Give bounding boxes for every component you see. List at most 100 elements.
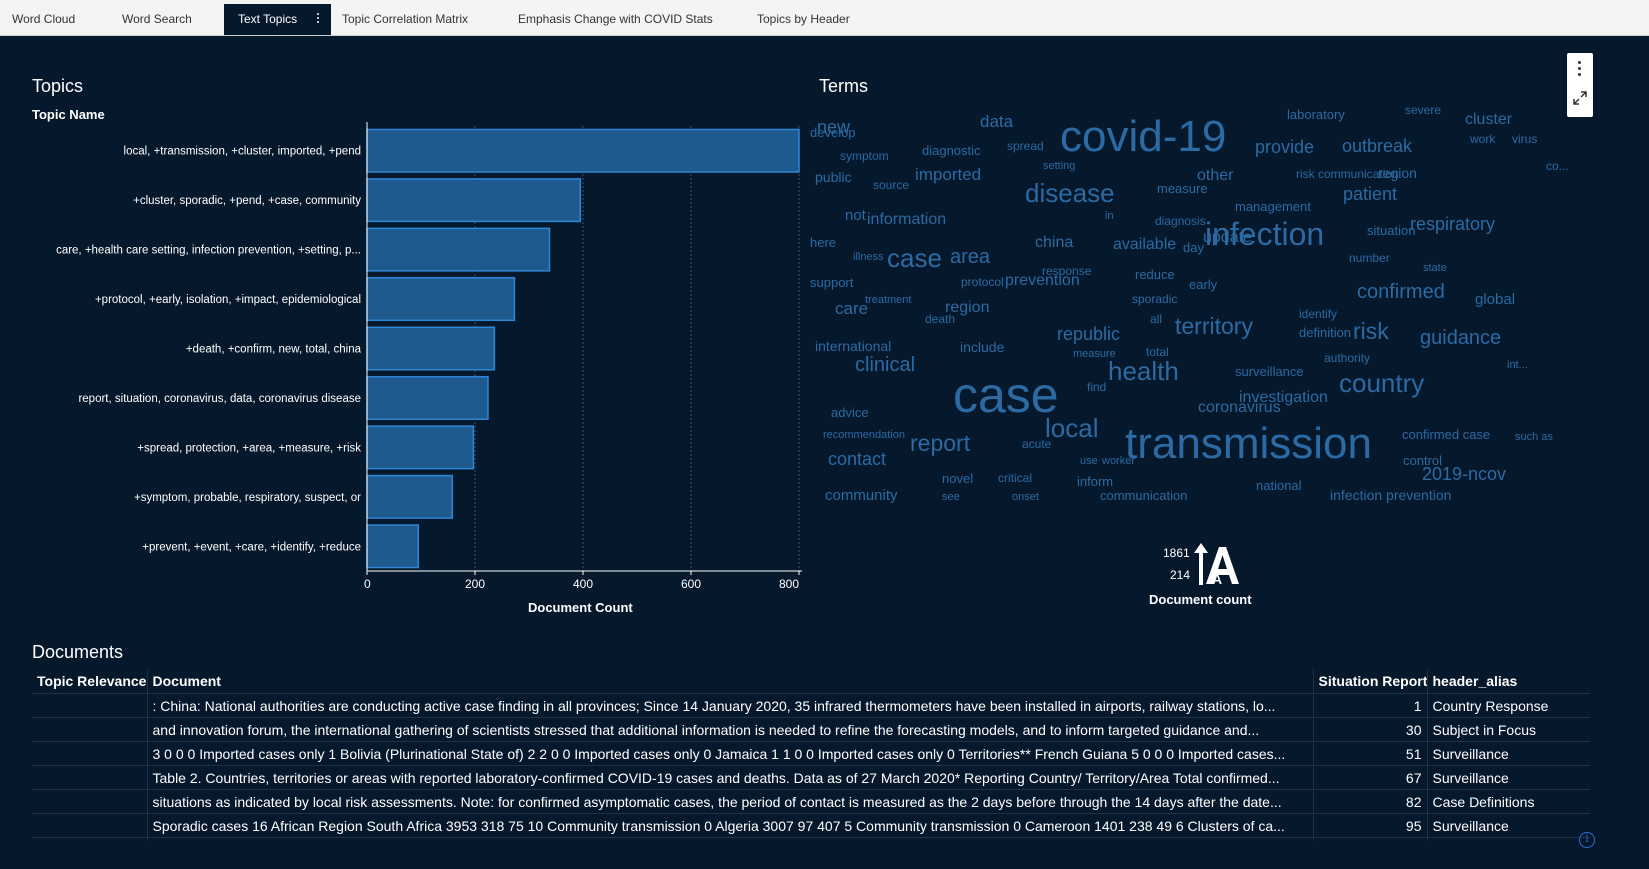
term-word[interactable]: diagnostic	[922, 143, 981, 158]
term-word[interactable]: other	[1197, 167, 1234, 184]
term-word[interactable]: response	[1042, 264, 1092, 278]
term-word[interactable]: diagnosis	[1155, 214, 1206, 228]
term-word[interactable]: information	[867, 211, 947, 228]
term-word[interactable]: international	[815, 338, 892, 354]
term-word[interactable]: here	[810, 235, 837, 250]
term-word[interactable]: day	[1183, 240, 1204, 255]
term-word[interactable]: local	[1045, 413, 1099, 443]
term-word[interactable]: region	[945, 299, 990, 316]
term-word[interactable]: advice	[831, 405, 869, 420]
term-word[interactable]: number	[1349, 251, 1390, 265]
term-word[interactable]: 2019-ncov	[1422, 464, 1507, 484]
term-word[interactable]: see	[942, 491, 960, 503]
term-word[interactable]: early	[1189, 277, 1218, 292]
chart-bar[interactable]	[366, 375, 489, 420]
term-word[interactable]: int...	[1507, 359, 1528, 371]
term-word[interactable]: communication	[1100, 488, 1188, 503]
term-word[interactable]: total	[1146, 345, 1169, 359]
term-word[interactable]: source	[873, 178, 910, 192]
term-word[interactable]: cluster	[1465, 111, 1513, 128]
term-word[interactable]: novel	[942, 471, 974, 486]
term-word[interactable]: measure	[1073, 348, 1116, 360]
term-word[interactable]: guidance	[1420, 327, 1502, 349]
term-word[interactable]: critical	[998, 471, 1033, 485]
term-word[interactable]: disease	[1025, 178, 1115, 208]
maximize-icon[interactable]	[1572, 90, 1588, 106]
table-row[interactable]: : China: National authorities are conduc…	[32, 693, 1590, 718]
term-word[interactable]: co...	[1546, 159, 1569, 173]
term-word[interactable]: support	[810, 275, 854, 290]
term-word[interactable]: prevention	[1005, 272, 1080, 289]
term-word[interactable]: situation	[1367, 223, 1416, 238]
tab-word-cloud[interactable]: Word Cloud	[12, 12, 76, 26]
term-word[interactable]: control	[1403, 453, 1443, 468]
tab-menu-icon[interactable]	[316, 11, 320, 27]
column-header-topic-relevance[interactable]: Topic Relevance	[37, 673, 147, 689]
tab-topics-by-header[interactable]: Topics by Header	[757, 12, 850, 26]
term-word[interactable]: coronavirus	[1198, 399, 1281, 416]
chart-bar[interactable]	[366, 178, 582, 223]
term-word[interactable]: global	[1475, 291, 1516, 308]
documents-table-viewport[interactable]: Topic Relevance Document Situation Repor…	[0, 669, 1649, 841]
tab-text-topics[interactable]: Text Topics	[224, 4, 331, 35]
term-word[interactable]: covid-19	[1060, 112, 1227, 161]
term-word[interactable]: all	[1150, 312, 1163, 326]
term-word[interactable]: inform	[1077, 474, 1114, 489]
chart-bar[interactable]	[366, 128, 800, 173]
term-word[interactable]: available	[1113, 236, 1177, 253]
term-word[interactable]: state	[1423, 262, 1447, 274]
term-word[interactable]: recommendation	[823, 429, 905, 441]
term-word[interactable]: worker	[1102, 455, 1136, 467]
term-word[interactable]: imported	[915, 165, 982, 184]
term-word[interactable]: china	[1035, 234, 1074, 251]
term-word[interactable]: patient	[1343, 184, 1398, 204]
tab-emphasis-change[interactable]: Emphasis Change with COVID Stats	[518, 12, 713, 26]
term-word[interactable]: risk	[1353, 318, 1389, 344]
column-header-document[interactable]: Document	[146, 669, 1313, 694]
term-word[interactable]: case	[887, 243, 942, 273]
term-word[interactable]: measure	[1157, 181, 1208, 196]
term-word[interactable]: use	[1080, 455, 1098, 467]
column-header-header-alias[interactable]: header_alias	[1426, 669, 1590, 694]
term-word[interactable]: region	[1378, 165, 1417, 181]
term-word[interactable]: national	[1256, 478, 1302, 493]
term-word[interactable]: infection	[1205, 216, 1325, 252]
term-word[interactable]: onset	[1012, 491, 1039, 503]
term-word[interactable]: public	[815, 169, 852, 185]
term-word[interactable]: transmission	[1125, 419, 1372, 468]
term-word[interactable]: spread	[1007, 139, 1044, 153]
term-word[interactable]: include	[960, 339, 1005, 355]
term-word[interactable]: clinical	[855, 354, 916, 376]
term-word[interactable]: infection prevention	[1330, 487, 1452, 503]
term-word[interactable]: confirmed	[1357, 281, 1445, 303]
term-word[interactable]: health	[1108, 356, 1179, 386]
table-row[interactable]: Table 2. Countries, territories or areas…	[32, 765, 1590, 790]
table-row[interactable]: and innovation forum, the international …	[32, 717, 1590, 742]
term-word[interactable]: republic	[1057, 324, 1121, 344]
term-word[interactable]: community	[825, 487, 898, 504]
term-word[interactable]: sporadic	[1132, 292, 1178, 306]
term-word[interactable]: illness	[853, 251, 884, 263]
term-word[interactable]: management	[1235, 199, 1311, 214]
term-word[interactable]: treatment	[865, 294, 912, 306]
term-word[interactable]: reduce	[1135, 267, 1175, 282]
info-icon[interactable]: i	[1579, 832, 1595, 848]
term-word[interactable]: acute	[1022, 437, 1052, 451]
term-word[interactable]: work	[1470, 132, 1496, 146]
term-word[interactable]: in	[1105, 210, 1114, 222]
table-row[interactable]: 3 0 0 0 Imported cases only 1 Bolivia (P…	[32, 741, 1590, 766]
term-word[interactable]: such as	[1515, 431, 1553, 443]
more-options-icon[interactable]	[1578, 61, 1582, 77]
tab-topic-correlation-matrix[interactable]: Topic Correlation Matrix	[342, 12, 469, 26]
term-word[interactable]: update	[1203, 229, 1252, 246]
term-word[interactable]: definition	[1299, 325, 1352, 340]
term-word[interactable]: report	[910, 430, 971, 456]
chart-bar[interactable]	[366, 326, 496, 371]
term-word[interactable]: outbreak	[1342, 136, 1413, 156]
term-word[interactable]: data	[980, 112, 1014, 131]
term-word[interactable]: identify	[1299, 307, 1338, 321]
term-word[interactable]: territory	[1175, 313, 1253, 339]
term-word[interactable]: respiratory	[1410, 214, 1496, 234]
term-word[interactable]: risk communication	[1296, 167, 1399, 181]
term-word[interactable]: find	[1087, 380, 1107, 394]
